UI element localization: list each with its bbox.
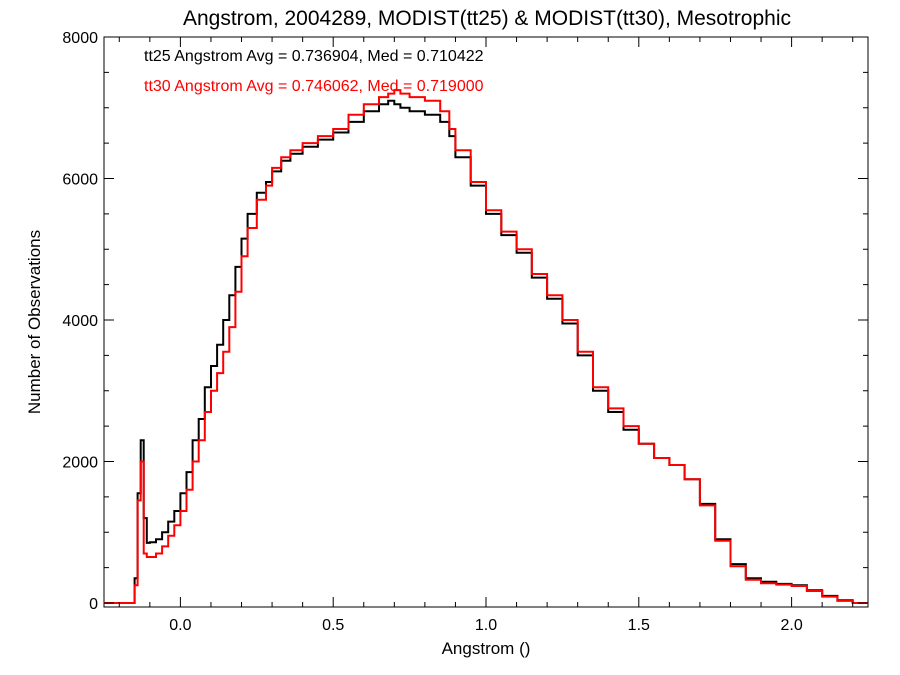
plot-frame (103, 36, 869, 608)
y-tick-label: 2000 (62, 455, 98, 472)
x-tick-label: 1.0 (475, 617, 497, 634)
series-line-0 (104, 99, 868, 604)
x-tick-label: 0.0 (169, 617, 191, 634)
y-axis-label: Number of Observations (25, 230, 44, 414)
x-axis-ticks: 0.0 0.5 1.0 1.5 2.0 (118, 37, 854, 634)
y-tick-label: 6000 (62, 172, 98, 189)
x-tick-label: 2.0 (780, 617, 802, 634)
x-tick-label: 0.5 (322, 617, 344, 634)
y-tick-label: 8000 (62, 30, 98, 47)
chart-title: Angstrom, 2004289, MODIST(tt25) & MODIST… (183, 7, 791, 30)
y-tick-label: 0 (89, 596, 98, 613)
y-tick-label: 4000 (62, 313, 98, 330)
x-axis-label: Angstrom () (442, 639, 531, 658)
series-layer (104, 89, 868, 604)
annotation-tt25: tt25 Angstrom Avg = 0.736904, Med = 0.71… (144, 48, 484, 65)
series-line-1 (104, 89, 868, 604)
x-tick-label: 1.5 (628, 617, 650, 634)
annotation-tt30: tt30 Angstrom Avg = 0.746062, Med = 0.71… (144, 78, 484, 95)
y-axis-ticks: 0 2000 4000 6000 8000 (62, 30, 868, 613)
